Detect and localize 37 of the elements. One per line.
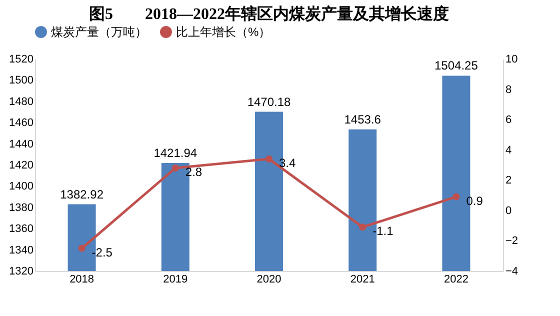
y2-tick-label: 4	[506, 144, 512, 156]
y-tick-label: 1520	[9, 54, 34, 66]
point	[172, 164, 179, 172]
y2-tick-label: 10	[506, 54, 518, 66]
point	[452, 193, 460, 200]
y-tick-label: 1440	[9, 138, 34, 150]
y-tick-label: 1400	[9, 180, 34, 193]
y-tick-label: 1320	[9, 266, 34, 278]
y2-tick-label: 0	[506, 204, 512, 217]
y-tick-label: 1480	[9, 96, 34, 108]
y2-tick-label: −2	[506, 235, 518, 248]
y-tick-label: 1500	[9, 74, 34, 87]
y2-tick-label: 8	[506, 84, 512, 96]
data-label: 1470.18	[247, 94, 292, 109]
point	[78, 244, 86, 252]
legend-label: 煤炭产量（万吨）	[51, 25, 147, 39]
data-label: 1453.6	[344, 112, 382, 126]
x-tick-label: 2020	[256, 274, 282, 286]
data-label: 1504.25	[434, 58, 478, 73]
x-tick-label: 2021	[350, 274, 375, 286]
y-tick-label: 1420	[9, 160, 34, 172]
chart-title: 图5 2018—2022年辖区内煤炭产量及其增长速度	[89, 4, 449, 23]
legend-label: 比上年增长（%）	[176, 25, 271, 39]
y-tick-label: 1360	[9, 223, 34, 236]
y-tick-label: 1380	[9, 202, 34, 214]
y2-tick-label: 2	[506, 174, 512, 187]
point	[359, 224, 366, 231]
y-tick-label: 1340	[9, 244, 34, 256]
y2-tick-label: −4	[506, 266, 518, 278]
point	[265, 155, 273, 162]
y2-tick-label: 6	[506, 114, 512, 126]
data-label: 1382.92	[60, 187, 104, 202]
x-tick-label: 2018	[70, 274, 94, 286]
data-label: 1421.94	[154, 146, 198, 160]
x-tick-label: 2019	[163, 274, 188, 286]
x-tick-label: 2022	[444, 274, 468, 286]
y-tick-label: 1460	[9, 117, 34, 130]
